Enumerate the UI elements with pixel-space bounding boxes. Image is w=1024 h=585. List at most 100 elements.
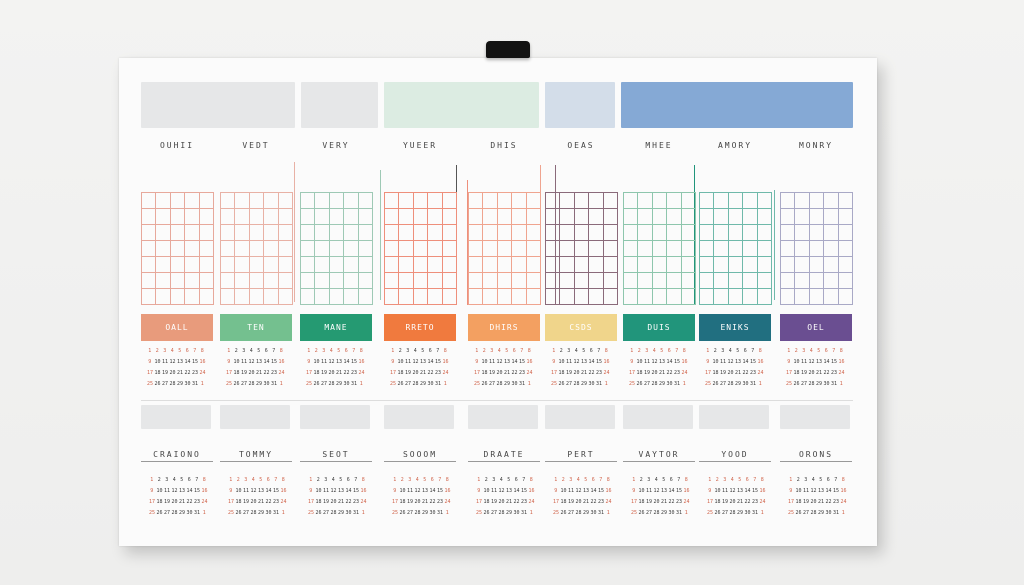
day-cell[interactable] bbox=[328, 240, 345, 257]
day-cell[interactable] bbox=[141, 272, 157, 289]
day-cell[interactable] bbox=[545, 192, 561, 209]
mini-day[interactable]: 22 bbox=[427, 369, 434, 376]
day-cell[interactable] bbox=[141, 240, 157, 257]
mini-day[interactable]: 3 bbox=[165, 476, 169, 483]
mini-day[interactable]: 1 bbox=[684, 509, 688, 516]
mini-day[interactable]: 29 bbox=[179, 509, 186, 516]
mini-day[interactable]: 7 bbox=[675, 347, 679, 354]
mini-day[interactable]: 5 bbox=[257, 347, 261, 354]
mini-day[interactable]: 8 bbox=[202, 476, 206, 483]
day-cell[interactable] bbox=[412, 240, 429, 257]
mini-day[interactable]: 9 bbox=[706, 358, 710, 365]
mini-day[interactable]: 3 bbox=[721, 347, 725, 354]
mini-day[interactable]: 19 bbox=[566, 369, 573, 376]
mini-day[interactable]: 29 bbox=[177, 380, 184, 387]
mini-day[interactable]: 14 bbox=[588, 358, 595, 365]
mini-day[interactable]: 23 bbox=[750, 369, 757, 376]
day-cell[interactable] bbox=[680, 256, 696, 273]
mini-day[interactable]: 17 bbox=[705, 369, 712, 376]
mini-day[interactable]: 17 bbox=[392, 498, 399, 505]
day-cell[interactable] bbox=[727, 256, 744, 273]
mini-day[interactable]: 29 bbox=[422, 509, 429, 516]
day-cell[interactable] bbox=[248, 208, 265, 225]
mini-day[interactable]: 31 bbox=[598, 509, 605, 516]
mini-day[interactable]: 31 bbox=[676, 509, 683, 516]
mini-day[interactable]: 30 bbox=[511, 380, 518, 387]
day-cell[interactable] bbox=[277, 208, 293, 225]
mini-day[interactable]: 19 bbox=[646, 498, 653, 505]
mini-day[interactable]: 14 bbox=[427, 358, 434, 365]
day-cell[interactable] bbox=[780, 272, 796, 289]
day-cell[interactable] bbox=[343, 256, 359, 273]
mini-day[interactable]: 13 bbox=[818, 487, 825, 494]
mini-day[interactable]: 11 bbox=[803, 487, 810, 494]
day-cell[interactable] bbox=[780, 240, 796, 257]
day-cell[interactable] bbox=[427, 288, 443, 305]
mini-day[interactable]: 21 bbox=[581, 369, 588, 376]
day-cell[interactable] bbox=[198, 192, 214, 209]
day-cell[interactable] bbox=[713, 192, 729, 209]
mini-day[interactable]: 8 bbox=[758, 347, 762, 354]
mini-day[interactable]: 12 bbox=[808, 358, 815, 365]
mini-day[interactable]: 20 bbox=[414, 498, 421, 505]
day-cell[interactable] bbox=[794, 208, 810, 225]
day-cell[interactable] bbox=[780, 208, 796, 225]
mini-day[interactable]: 23 bbox=[598, 498, 605, 505]
day-cell[interactable] bbox=[623, 240, 639, 257]
day-cell[interactable] bbox=[277, 256, 293, 273]
mini-day[interactable]: 30 bbox=[265, 509, 272, 516]
day-cell[interactable] bbox=[220, 256, 236, 273]
day-cell[interactable] bbox=[328, 272, 345, 289]
mini-day[interactable]: 16 bbox=[199, 358, 206, 365]
mini-day[interactable]: 5 bbox=[180, 476, 184, 483]
mini-day[interactable]: 12 bbox=[412, 358, 419, 365]
day-cell[interactable] bbox=[823, 208, 839, 225]
day-cell[interactable] bbox=[680, 240, 696, 257]
mini-day[interactable]: 21 bbox=[737, 498, 744, 505]
day-cell[interactable] bbox=[441, 256, 457, 273]
mini-day[interactable]: 2 bbox=[155, 347, 159, 354]
mini-day[interactable]: 12 bbox=[330, 487, 337, 494]
day-cell[interactable] bbox=[525, 192, 541, 209]
mini-day[interactable]: 10 bbox=[483, 487, 490, 494]
day-cell[interactable] bbox=[602, 224, 618, 241]
mini-day[interactable]: 29 bbox=[420, 380, 427, 387]
mini-day[interactable]: 13 bbox=[735, 358, 742, 365]
mini-day[interactable]: 21 bbox=[735, 369, 742, 376]
mini-day[interactable]: 25 bbox=[788, 509, 795, 516]
mini-day[interactable]: 1 bbox=[708, 476, 712, 483]
day-cell[interactable] bbox=[155, 224, 171, 241]
day-cell[interactable] bbox=[357, 240, 373, 257]
mini-day[interactable]: 24 bbox=[358, 369, 365, 376]
day-cell[interactable] bbox=[680, 272, 696, 289]
day-cell[interactable] bbox=[412, 256, 429, 273]
day-cell[interactable] bbox=[837, 272, 853, 289]
day-cell[interactable] bbox=[427, 272, 443, 289]
mini-day[interactable]: 1 bbox=[632, 476, 636, 483]
day-cell[interactable] bbox=[343, 240, 359, 257]
mini-day[interactable]: 1 bbox=[630, 347, 634, 354]
mini-day[interactable]: 6 bbox=[667, 347, 671, 354]
mini-day[interactable]: 30 bbox=[825, 509, 832, 516]
day-cell[interactable] bbox=[468, 288, 484, 305]
mini-day[interactable]: 2 bbox=[639, 476, 643, 483]
day-cell[interactable] bbox=[412, 272, 429, 289]
mini-day[interactable]: 22 bbox=[668, 498, 675, 505]
mini-day[interactable]: 5 bbox=[339, 476, 343, 483]
mini-day[interactable]: 19 bbox=[405, 369, 412, 376]
day-cell[interactable] bbox=[651, 288, 668, 305]
mini-day[interactable]: 14 bbox=[184, 358, 191, 365]
mini-day[interactable]: 2 bbox=[482, 347, 486, 354]
mini-day[interactable]: 22 bbox=[513, 498, 520, 505]
mini-day[interactable]: 26 bbox=[315, 509, 322, 516]
mini-day[interactable]: 29 bbox=[581, 380, 588, 387]
day-cell[interactable] bbox=[623, 208, 639, 225]
day-cell[interactable] bbox=[468, 256, 484, 273]
mini-day[interactable]: 5 bbox=[584, 476, 588, 483]
day-cell[interactable] bbox=[384, 256, 400, 273]
day-cell[interactable] bbox=[525, 256, 541, 273]
mini-day[interactable]: 1 bbox=[554, 476, 558, 483]
mini-day[interactable]: 8 bbox=[839, 347, 843, 354]
day-cell[interactable] bbox=[184, 272, 200, 289]
mini-day[interactable]: 10 bbox=[636, 358, 643, 365]
